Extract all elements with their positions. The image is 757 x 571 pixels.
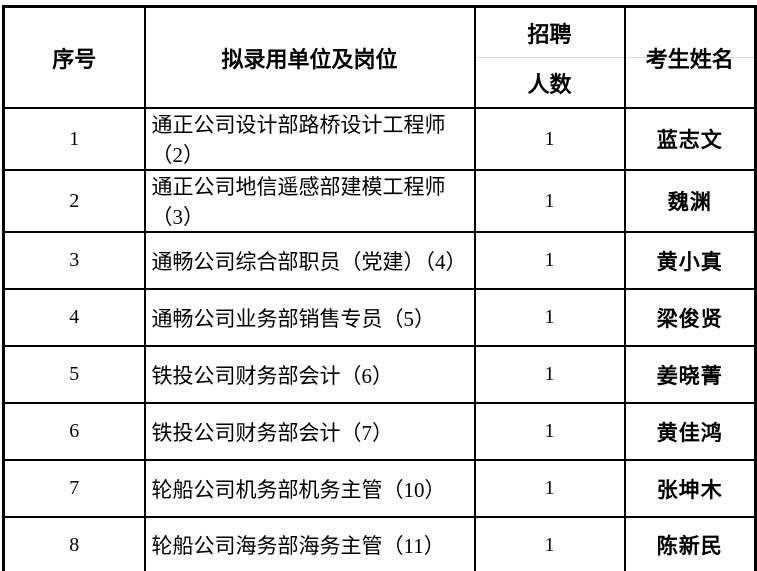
header-serial: 序号 [2,5,146,109]
cell-serial: 1 [2,107,146,171]
cell-serial: 4 [2,288,146,347]
cell-count: 1 [473,345,626,404]
table-row: 6 铁投公司财务部会计（7） 1 黄佳鸿 [2,402,757,461]
table-row: 1 通正公司设计部路桥设计工程师（2） 1 蓝志文 [2,107,757,171]
table-row: 5 铁投公司财务部会计（6） 1 姜晓菁 [2,345,757,404]
cell-serial: 5 [2,345,146,404]
cell-position: 通正公司设计部路桥设计工程师（2） [143,107,476,171]
cell-name: 姜晓菁 [623,345,757,404]
header-recruit-line2: 人数 [527,71,572,97]
cell-serial: 2 [2,169,146,233]
cell-serial: 8 [2,516,146,571]
table-row: 3 通畅公司综合部职员（党建）（4） 1 黄小真 [2,231,757,290]
cell-name: 黄佳鸿 [623,402,757,461]
cell-name: 魏渊 [623,169,757,233]
cell-count: 1 [473,402,626,461]
cell-position: 轮船公司海务部海务主管（11） [143,516,476,571]
cell-position: 轮船公司机务部机务主管（10） [143,459,476,518]
header-candidate-name: 考生姓名 [623,5,757,109]
table-row: 7 轮船公司机务部机务主管（10） 1 张坤木 [2,459,757,518]
header-recruit-count: 招聘 人数 [473,5,626,109]
cell-name: 蓝志文 [623,107,757,171]
cell-name: 梁俊贤 [623,288,757,347]
cell-count: 1 [473,516,626,571]
cell-name: 张坤木 [623,459,757,518]
cell-count: 1 [473,107,626,171]
table-row: 8 轮船公司海务部海务主管（11） 1 陈新民 [2,516,757,571]
table-row: 4 通畅公司业务部销售专员（5） 1 梁俊贤 [2,288,757,347]
cell-position: 通畅公司业务部销售专员（5） [143,288,476,347]
table-row: 2 通正公司地信遥感部建模工程师（3） 1 魏渊 [2,169,757,233]
header-row: 序号 拟录用单位及岗位 招聘 人数 考生姓名 [2,5,757,109]
header-recruit-line1: 招聘 [476,8,623,58]
cell-name: 黄小真 [623,231,757,290]
cell-count: 1 [473,231,626,290]
cell-serial: 7 [2,459,146,518]
cell-count: 1 [473,288,626,347]
cell-serial: 6 [2,402,146,461]
cell-count: 1 [473,459,626,518]
header-position: 拟录用单位及岗位 [143,5,476,109]
recruitment-table: 序号 拟录用单位及岗位 招聘 人数 考生姓名 1 通正公司设计部路桥设计工程师（… [2,5,757,571]
cell-name: 陈新民 [623,516,757,571]
cell-serial: 3 [2,231,146,290]
cell-position: 铁投公司财务部会计（6） [143,345,476,404]
cell-count: 1 [473,169,626,233]
cell-position: 通正公司地信遥感部建模工程师（3） [143,169,476,233]
cell-position: 铁投公司财务部会计（7） [143,402,476,461]
cell-position: 通畅公司综合部职员（党建）（4） [143,231,476,290]
